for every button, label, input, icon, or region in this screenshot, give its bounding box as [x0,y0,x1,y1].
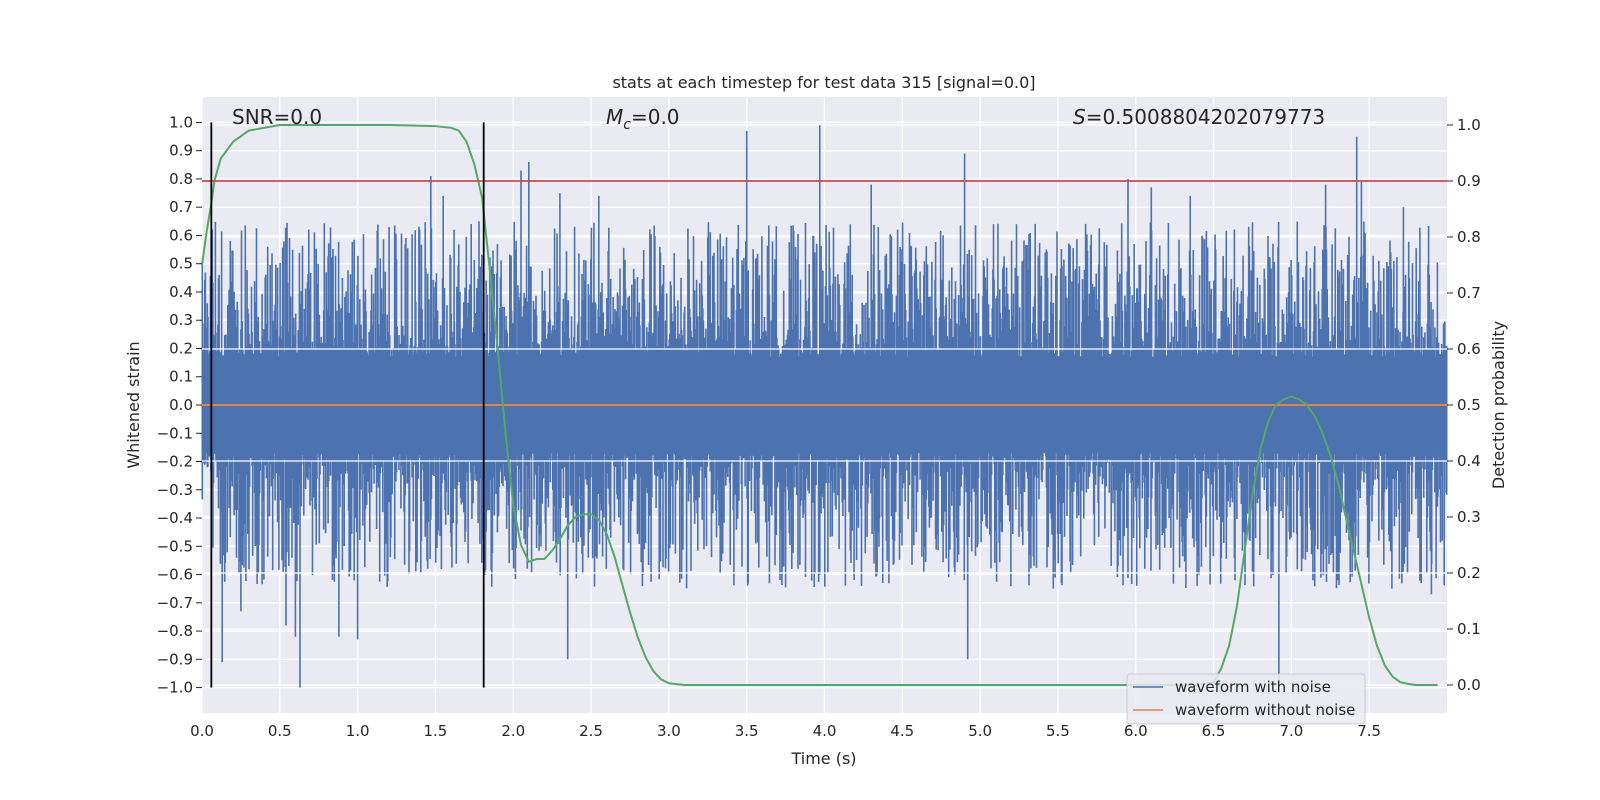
y-tick-label: −0.6 [157,566,193,584]
y-tick-label: −0.9 [157,650,193,668]
y-tick-label: 0.2 [169,339,193,357]
x-tick-label: 5.0 [968,722,992,740]
y-tick-label: −0.7 [157,594,193,612]
axis-ticks: 0.0 0.5 1.0 1.5 2.0 2.5 3.0 3.5 4.0 4.5 5.0 5.5 6.0 6… [157,113,1481,740]
legend-label-noise: waveform with noise [1175,678,1331,696]
mc-value: =0.0 [631,105,680,129]
y2-tick-label: 0.4 [1457,452,1481,470]
y2-axis-label: Detection probability [1489,321,1508,489]
y2-tick-label: 0.1 [1457,620,1481,638]
x-tick-label: 2.5 [579,722,603,740]
x-tick-label: 1.5 [424,722,448,740]
annotation-mc: Mc=0.0 [606,105,680,133]
y-tick-label: −0.5 [157,537,193,555]
x-tick-label: 2.0 [501,722,525,740]
x-tick-label: 1.0 [346,722,370,740]
x-tick-label: 4.5 [890,722,914,740]
x-tick-label: 7.0 [1279,722,1303,740]
y-tick-label: 0.9 [169,142,193,160]
y2-tick-label: 0.2 [1457,564,1481,582]
y-tick-label: −0.4 [157,509,193,527]
y2-tick-label: 0.6 [1457,340,1481,358]
y-tick-label: 0.3 [169,311,193,329]
y2-tick-label: 0.9 [1457,172,1481,190]
y-tick-label: 0.7 [169,198,193,216]
annotation-s: S=0.5008804202079773 [1073,105,1325,129]
y2-tick-label: 1.0 [1457,116,1481,134]
mc-symbol: M [606,105,623,129]
detection-probability-line [201,124,1438,686]
x-tick-label: 4.0 [813,722,837,740]
annotation-snr: SNR=0.0 [232,105,322,129]
y-tick-label: −0.8 [157,622,193,640]
y-tick-label: 0.4 [169,283,193,301]
y-tick-label: −1.0 [157,679,193,697]
y2-tick-label: 0.7 [1457,284,1481,302]
y-tick-label: −0.3 [157,481,193,499]
y-tick-label: 0.5 [169,255,193,273]
x-tick-label: 5.5 [1046,722,1070,740]
x-tick-label: 0.0 [190,722,214,740]
chart-title: stats at each timestep for test data 315… [612,73,1035,92]
x-tick-label: 3.5 [735,722,759,740]
y-axis-label: Whitened strain [124,341,143,468]
markers-layer [202,122,1447,688]
y-tick-label: 0.8 [169,170,193,188]
x-tick-label: 6.5 [1202,722,1226,740]
y2-tick-label: 0.3 [1457,508,1481,526]
y-tick-label: −0.1 [157,424,193,442]
mc-subscript: c [623,117,631,133]
legend-box [1126,673,1366,725]
x-tick-label: 7.5 [1357,722,1381,740]
legend-label-clean: waveform without noise [1175,701,1355,719]
legend: waveform with noise waveform without noi… [1126,673,1366,725]
detection-probability-series [201,124,1438,686]
x-tick-label: 6.0 [1124,722,1148,740]
y-tick-label: 0.6 [169,226,193,244]
x-tick-label: 0.5 [268,722,292,740]
s-value: =0.5008804202079773 [1086,105,1325,129]
x-axis-label: Time (s) [790,749,856,768]
y-tick-label: −0.2 [157,453,193,471]
s-symbol: S [1073,105,1086,129]
y-tick-label: 1.0 [169,113,193,131]
y2-tick-label: 0.0 [1457,676,1481,694]
y2-tick-label: 0.8 [1457,228,1481,246]
y-tick-label: 0.1 [169,368,193,386]
x-tick-label: 3.0 [657,722,681,740]
y-tick-label: 0.0 [169,396,193,414]
y2-tick-label: 0.5 [1457,396,1481,414]
